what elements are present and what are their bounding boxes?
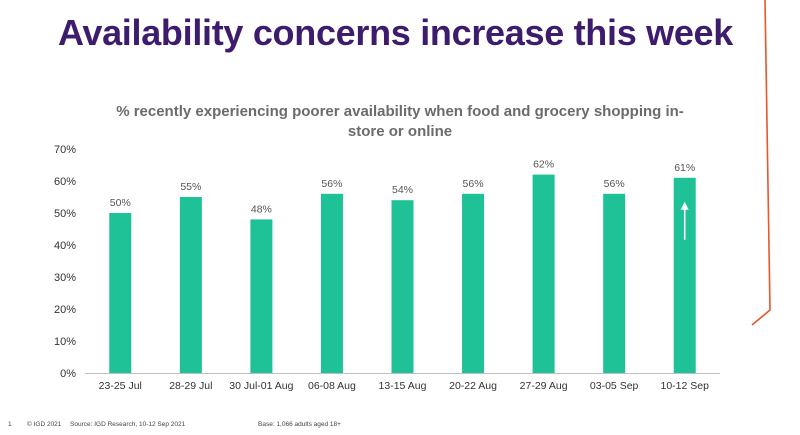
y-tick-label: 60%	[54, 176, 76, 188]
up-arrow-head-icon	[680, 201, 689, 210]
data-label: 50%	[110, 197, 131, 209]
data-label: 55%	[180, 181, 201, 193]
bar	[462, 193, 485, 373]
data-label: 54%	[392, 184, 413, 196]
y-tick-label: 10%	[54, 336, 76, 348]
data-label: 56%	[463, 178, 484, 190]
y-tick-label: 0%	[60, 368, 76, 380]
bar	[109, 213, 132, 373]
slide-title: Availability concerns increase this week	[58, 12, 733, 53]
x-tick-label: 13-15 Aug	[379, 380, 427, 392]
y-tick-label: 70%	[54, 144, 76, 156]
x-tick-label: 06-08 Aug	[308, 380, 356, 392]
x-tick-label: 03-05 Sep	[590, 380, 639, 392]
data-label: 61%	[674, 162, 695, 174]
x-tick-label: 27-29 Aug	[520, 380, 568, 392]
bar	[320, 193, 343, 373]
copyright: © IGD 2021	[27, 421, 62, 428]
bar	[532, 174, 555, 373]
y-tick-label: 20%	[54, 304, 76, 316]
bar	[250, 219, 273, 373]
y-tick-label: 50%	[54, 208, 76, 220]
chart-title: % recently experiencing poorer availabil…	[116, 103, 684, 140]
bar	[673, 177, 696, 373]
base-note: Base: 1,066 adults aged 18+	[258, 421, 341, 428]
source-note: Source: IGD Research, 10-12 Sep 2021	[70, 421, 186, 428]
y-tick-label: 40%	[54, 240, 76, 252]
bar	[603, 193, 626, 373]
x-tick-label: 10-12 Sep	[660, 380, 709, 392]
y-tick-label: 30%	[54, 272, 76, 284]
bar	[391, 200, 414, 373]
bar	[179, 197, 202, 373]
x-tick-label: 28-29 Jul	[169, 380, 212, 392]
x-tick-label: 30 Jul-01 Aug	[229, 380, 293, 392]
data-label: 62%	[533, 159, 554, 171]
page-number: 1	[8, 421, 12, 428]
data-label: 48%	[251, 203, 272, 215]
x-tick-label: 20-22 Aug	[449, 380, 497, 392]
data-label: 56%	[321, 178, 342, 190]
x-tick-label: 23-25 Jul	[99, 380, 142, 392]
data-label: 56%	[604, 178, 625, 190]
